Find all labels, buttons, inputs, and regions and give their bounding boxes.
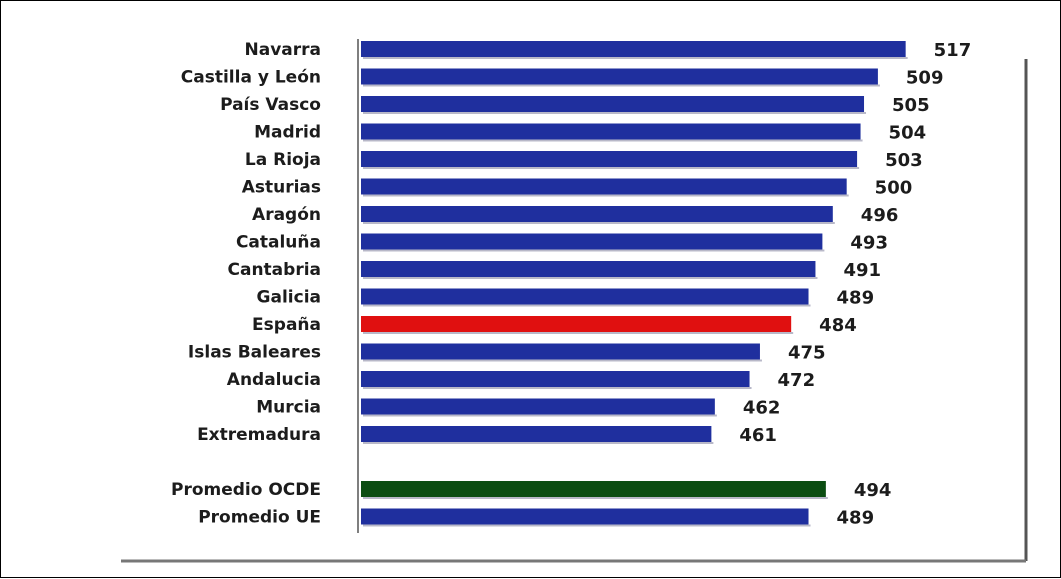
value-label: 461	[739, 425, 777, 446]
category-label: España	[252, 315, 321, 335]
bar	[361, 261, 816, 277]
bar-shadow	[363, 387, 752, 389]
value-label: 489	[837, 508, 875, 529]
bar-shadow	[363, 359, 762, 362]
value-label: 484	[819, 315, 857, 336]
bar	[361, 398, 715, 415]
value-label: 493	[850, 233, 888, 254]
bar	[361, 316, 792, 332]
bar	[361, 178, 847, 195]
value-label: 475	[788, 343, 826, 364]
bar-shadow	[363, 84, 880, 87]
bar	[361, 288, 809, 305]
value-label: 496	[861, 205, 899, 226]
bar-shadow	[363, 304, 811, 307]
value-label: 494	[854, 480, 892, 501]
category-label: Islas Baleares	[188, 343, 321, 363]
chart-decor	[121, 39, 1028, 563]
value-label: 489	[837, 288, 875, 309]
bar	[361, 233, 823, 250]
category-label: Aragón	[252, 205, 321, 225]
bar	[361, 68, 878, 85]
bar-shadow	[363, 277, 818, 279]
bar	[361, 508, 809, 525]
bars-group	[361, 41, 908, 527]
bar-shadow	[363, 414, 717, 417]
value-label: 491	[843, 260, 881, 281]
bar	[361, 123, 861, 140]
bar-shadow	[363, 194, 849, 197]
bar-shadow	[363, 139, 863, 142]
value-label: 462	[743, 398, 781, 419]
category-label: Promedio UE	[198, 508, 321, 528]
bar	[361, 206, 833, 222]
value-label: 503	[885, 150, 923, 171]
bar-shadow	[363, 57, 908, 59]
value-label: 509	[906, 68, 944, 89]
value-label: 505	[892, 95, 930, 116]
bar	[361, 426, 712, 442]
bar-shadow	[363, 249, 825, 252]
value-label: 472	[778, 370, 816, 391]
category-label: Madrid	[254, 123, 321, 143]
bar	[361, 371, 750, 387]
value-labels-group: 517 509 505 504 503 500 496 493 491 489 484 475 472 4…	[739, 40, 971, 529]
category-label: Castilla y León	[181, 68, 321, 88]
category-label: Cataluña	[236, 233, 321, 253]
bar-shadow	[363, 332, 794, 334]
bar-shadow	[363, 167, 860, 169]
bar-shadow	[363, 497, 828, 499]
category-label: Galicia	[257, 288, 321, 308]
bar-shadow	[363, 442, 714, 444]
value-label: 500	[875, 178, 913, 199]
category-label: Cantabria	[228, 260, 322, 280]
category-label: Asturias	[242, 178, 321, 198]
bar-shadow	[363, 222, 835, 224]
bar	[361, 96, 865, 112]
category-label: Extremadura	[197, 425, 321, 445]
value-label: 504	[889, 123, 927, 144]
category-label: Promedio OCDE	[171, 480, 321, 500]
category-labels-group: Navarra Castilla y León País Vasco Madrid La…	[171, 40, 321, 528]
bar-shadow	[363, 524, 811, 527]
category-label: País Vasco	[220, 95, 321, 115]
bar	[361, 481, 826, 497]
bar	[361, 343, 760, 360]
category-label: La Rioja	[245, 150, 321, 170]
category-label: Andalucia	[227, 370, 321, 390]
value-label: 517	[934, 40, 972, 61]
bar	[361, 41, 906, 57]
bar-shadow	[363, 112, 867, 114]
category-label: Murcia	[256, 398, 321, 418]
bar	[361, 151, 858, 167]
category-label: Navarra	[245, 40, 322, 60]
